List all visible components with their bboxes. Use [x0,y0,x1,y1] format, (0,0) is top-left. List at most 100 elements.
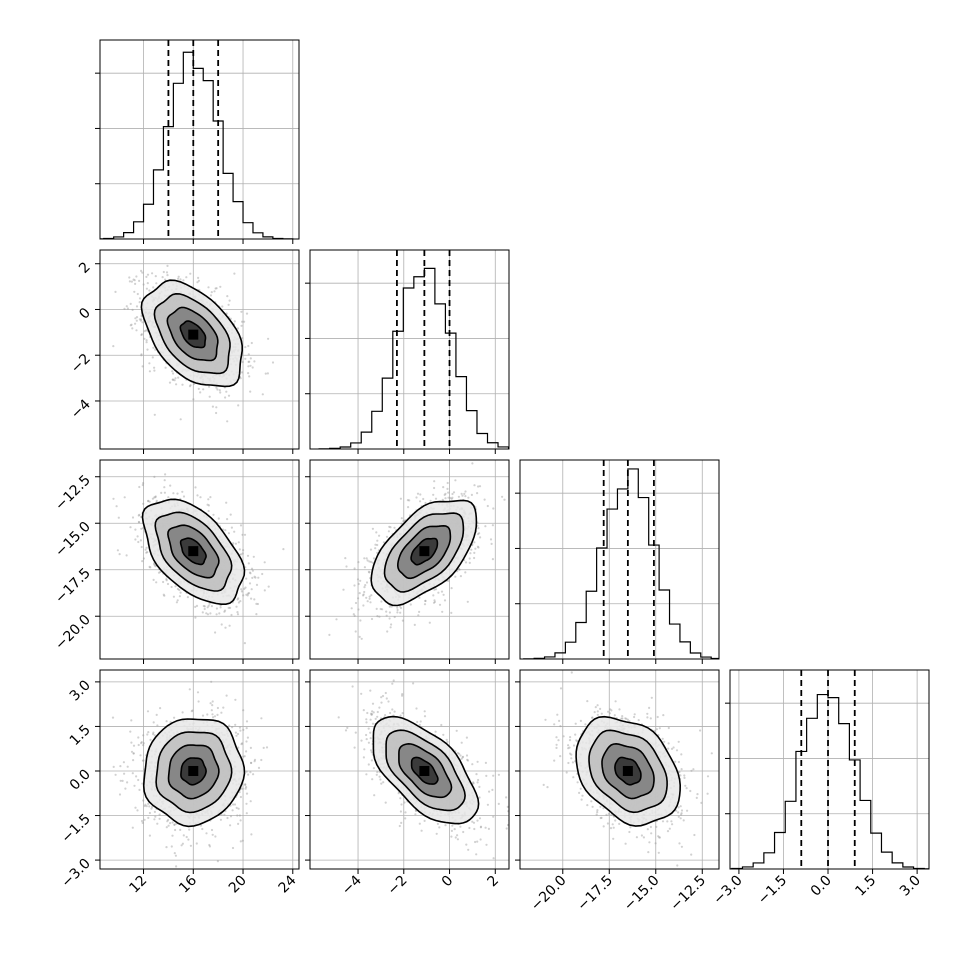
scatter-point [430,500,432,502]
scatter-point [138,486,140,488]
scatter-point [477,546,479,548]
scatter-point [244,534,246,536]
scatter-point [181,384,183,386]
scatter-point [164,279,166,281]
scatter-point [132,516,134,518]
scatter-point [469,552,471,554]
scatter-point [454,479,456,481]
scatter-point [131,281,133,283]
scatter-point [441,591,443,593]
scatter-point [375,531,377,533]
scatter-point [243,321,245,323]
scatter-point [484,525,486,527]
scatter-point [396,607,398,609]
scatter-point [142,484,144,486]
scatter-point [389,611,391,613]
scatter-point [363,593,365,595]
scatter-point [461,495,463,497]
scatter-point [209,612,211,614]
scatter-point [230,614,232,616]
scatter-point [389,617,391,619]
scatter-point [183,495,185,497]
scatter-point [194,617,196,619]
scatter-point [366,557,368,559]
scatter-point [196,842,198,844]
scatter-point [232,847,234,849]
scatter-point [165,367,167,369]
panel-frame [520,460,719,659]
scatter-point [370,549,372,551]
scatter-point [478,532,480,534]
scatter-point [373,557,375,559]
scatter-point [211,713,213,715]
scatter-point [132,309,134,311]
scatter-point [207,286,209,288]
scatter-point [244,358,246,360]
scatter-point [177,377,179,379]
scatter-point [126,554,128,556]
scatter-point [216,287,218,289]
scatter-point [119,793,121,795]
scatter-point [207,606,209,608]
scatter-point [180,592,182,594]
scatter-point [134,807,136,809]
scatter-point [492,507,494,509]
scatter-point [116,505,118,507]
scatter-point [136,320,138,322]
scatter-point [424,600,426,602]
scatter-point [177,278,179,280]
scatter-point [196,281,198,283]
scatter-point [355,630,357,632]
scatter-point [248,592,250,594]
scatter-point [212,406,214,408]
scatter-point [492,558,494,560]
scatter-point [248,361,250,363]
scatter-point [164,473,166,475]
scatter-point [432,494,434,496]
scatter-point [196,494,198,496]
scatter-point [92,275,94,277]
scatter-point [477,485,479,487]
scatter-point [461,493,463,495]
scatter-point [464,490,466,492]
scatter-point [444,494,446,496]
scatter-point [368,571,370,573]
scatter-point [390,623,392,625]
scatter-point [140,528,142,530]
scatter-point [363,586,365,588]
scatter-point [215,412,217,414]
scatter-point [155,581,157,583]
scatter-point [252,366,254,368]
scatter-point [236,611,238,613]
scatter-point [126,305,128,307]
scatter-point [469,562,471,564]
scatter-point [160,492,162,494]
scatter-point [118,517,120,519]
scatter-point [142,482,144,484]
scatter-point [214,715,216,717]
hist-panel-1 [305,250,530,454]
scatter-point [198,700,200,702]
scatter-point [359,619,361,621]
scatter-point [173,823,175,825]
scatter-point [415,496,417,498]
scatter-point [393,527,395,529]
scatter-point [197,277,199,279]
scatter-point [163,594,165,596]
scatter-point [173,596,175,598]
scatter-point [232,803,234,805]
scatter-point [213,290,215,292]
scatter-point [267,338,269,340]
scatter-point [359,592,361,594]
scatter-point [367,600,369,602]
scatter-point [199,496,201,498]
scatter-point [129,731,131,733]
scatter-point [221,305,223,307]
scatter-point [240,325,242,327]
scatter-point [146,339,148,341]
scatter-point [194,486,196,488]
scatter-point [246,313,248,315]
scatter-point [471,494,473,496]
scatter-point [166,265,168,267]
